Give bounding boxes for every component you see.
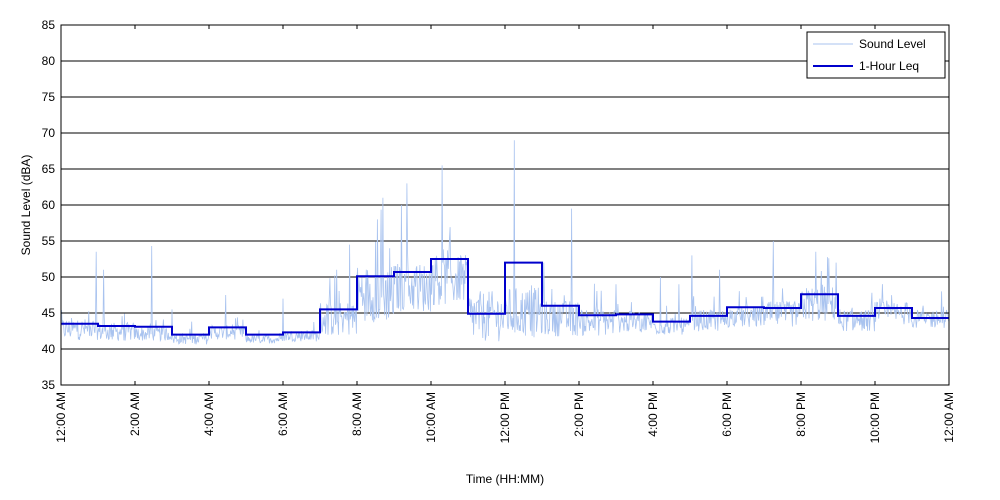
y-tick-label: 85 bbox=[42, 18, 56, 32]
x-axis-title: Time (HH:MM) bbox=[466, 472, 544, 486]
x-tick-label: 4:00 PM bbox=[646, 392, 660, 437]
leq-series bbox=[61, 258, 949, 336]
y-tick-label: 45 bbox=[42, 306, 56, 320]
x-axis-ticks: 12:00 AM 2:00 AM 4:00 AM 6:00 AM 8:00 AM 10:0… bbox=[54, 25, 956, 443]
y-axis-ticks: 35 40 45 50 55 60 65 70 75 80 85 bbox=[42, 18, 949, 392]
x-tick-label: 6:00 PM bbox=[720, 392, 734, 437]
y-tick-label: 55 bbox=[42, 234, 56, 248]
x-tick-label: 4:00 AM bbox=[202, 392, 216, 436]
x-tick-label: 2:00 AM bbox=[128, 392, 142, 436]
legend-label-leq: 1-Hour Leq bbox=[859, 59, 919, 73]
legend-label-sound-level: Sound Level bbox=[859, 37, 926, 51]
y-axis-title: Sound Level (dBA) bbox=[19, 155, 33, 256]
x-tick-label: 12:00 AM bbox=[942, 392, 956, 443]
x-tick-label: 10:00 PM bbox=[868, 392, 882, 443]
x-tick-label: 8:00 PM bbox=[794, 392, 808, 437]
legend: Sound Level 1-Hour Leq bbox=[806, 31, 946, 79]
grid-lines bbox=[61, 60, 949, 350]
y-tick-label: 80 bbox=[42, 54, 56, 68]
x-tick-label: 12:00 PM bbox=[498, 392, 512, 443]
y-tick-label: 50 bbox=[42, 270, 56, 284]
y-tick-label: 40 bbox=[42, 342, 56, 356]
y-tick-label: 65 bbox=[42, 162, 56, 176]
x-tick-label: 10:00 AM bbox=[424, 392, 438, 443]
x-tick-label: 12:00 AM bbox=[54, 392, 68, 443]
y-tick-label: 60 bbox=[42, 198, 56, 212]
leq-step-line bbox=[61, 258, 949, 336]
x-tick-label: 6:00 AM bbox=[276, 392, 290, 436]
x-tick-label: 2:00 PM bbox=[572, 392, 586, 437]
legend-box bbox=[806, 31, 946, 79]
y-tick-label: 70 bbox=[42, 126, 56, 140]
x-tick-label: 8:00 AM bbox=[350, 392, 364, 436]
y-tick-label: 75 bbox=[42, 90, 56, 104]
y-tick-label: 35 bbox=[42, 378, 56, 392]
